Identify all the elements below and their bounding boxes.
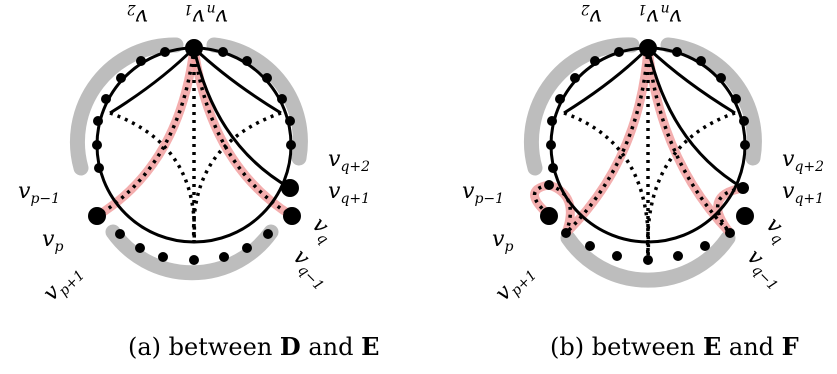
panel-a: v2 v1 vn vq+2 vq+1 vq vq−1 vp−1 vp vp+1 — [18, 1, 370, 309]
band-left-upper — [69, 37, 184, 176]
caption-a: (a) between D and E — [128, 332, 380, 361]
vertex-vq — [736, 207, 754, 225]
chord-v1-right — [646, 46, 736, 115]
label-vq2: vq+2 — [782, 147, 824, 175]
label-vq2: vq+2 — [328, 147, 370, 175]
band-left-upper — [523, 37, 640, 176]
label-vq: vq — [759, 213, 794, 248]
dotted-chord-5 — [646, 47, 732, 235]
chord-v1-vq1 — [192, 47, 291, 190]
band-bottom — [105, 224, 279, 281]
vertex-vq1 — [281, 179, 299, 197]
chord-v1-left — [109, 46, 196, 115]
vertex-vq — [283, 207, 301, 225]
chord-v1-vq1 — [646, 47, 744, 190]
label-vpm1: vp−1 — [462, 179, 504, 207]
caption-b: (b) between E and F — [550, 332, 799, 361]
label-vp: vp — [492, 227, 513, 255]
label-vpm1: vp−1 — [18, 179, 60, 207]
label-vq1: vq+1 — [782, 179, 824, 207]
dotted-chord-4 — [96, 47, 196, 218]
label-vpp1: vp+1 — [491, 259, 541, 309]
panel-b: v2 v1 vn vq+2 vq+1 vq vq−1 vp−1 vp vp+1 — [462, 1, 824, 309]
vertex-vp — [540, 207, 558, 225]
dotted-chord-5 — [192, 47, 293, 218]
vertex-v1 — [639, 39, 657, 57]
dotted-chord-1 — [109, 111, 197, 243]
dotted-chord-2 — [191, 111, 282, 243]
chord-v1-left — [563, 46, 650, 115]
label-v1: v1 — [184, 1, 205, 29]
label-v2: v2 — [581, 1, 602, 29]
chord-v1-right — [192, 46, 282, 115]
label-vq: vq — [305, 213, 340, 248]
label-vn: vn — [207, 1, 228, 29]
vertex-v1 — [185, 39, 203, 57]
small-vertices-b — [544, 47, 750, 265]
figure: v2 v1 vn vq+2 vq+1 vq vq−1 vp−1 vp vp+1 — [18, 1, 824, 309]
vertex-vq1 — [737, 182, 749, 194]
label-vp: vp — [42, 227, 63, 255]
label-v2: v2 — [127, 1, 148, 29]
label-vqm1: vq−1 — [740, 245, 790, 295]
small-vertices-a — [92, 47, 296, 265]
dotted-chord-4 — [564, 47, 650, 235]
band-bottom — [560, 230, 736, 288]
label-vqm1: vq−1 — [286, 245, 336, 295]
vertex-vp — [88, 207, 106, 225]
label-vq1: vq+1 — [328, 179, 370, 207]
band-right-upper — [206, 37, 308, 166]
band-right-upper — [660, 37, 762, 166]
label-v1: v1 — [638, 1, 659, 29]
label-vn: vn — [661, 1, 682, 29]
label-vpp1: vp+1 — [39, 259, 89, 309]
